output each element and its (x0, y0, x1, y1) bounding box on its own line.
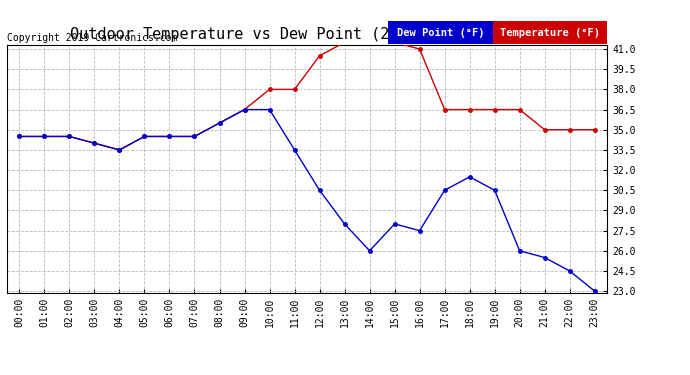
Title: Outdoor Temperature vs Dew Point (24 Hours) 20191102: Outdoor Temperature vs Dew Point (24 Hou… (70, 27, 544, 42)
Text: Dew Point (°F): Dew Point (°F) (397, 28, 484, 38)
Bar (388, 21, 493, 44)
Text: Temperature (°F): Temperature (°F) (500, 28, 600, 38)
Bar (493, 21, 607, 44)
Text: Copyright 2019 Cartronics.com: Copyright 2019 Cartronics.com (7, 33, 177, 42)
